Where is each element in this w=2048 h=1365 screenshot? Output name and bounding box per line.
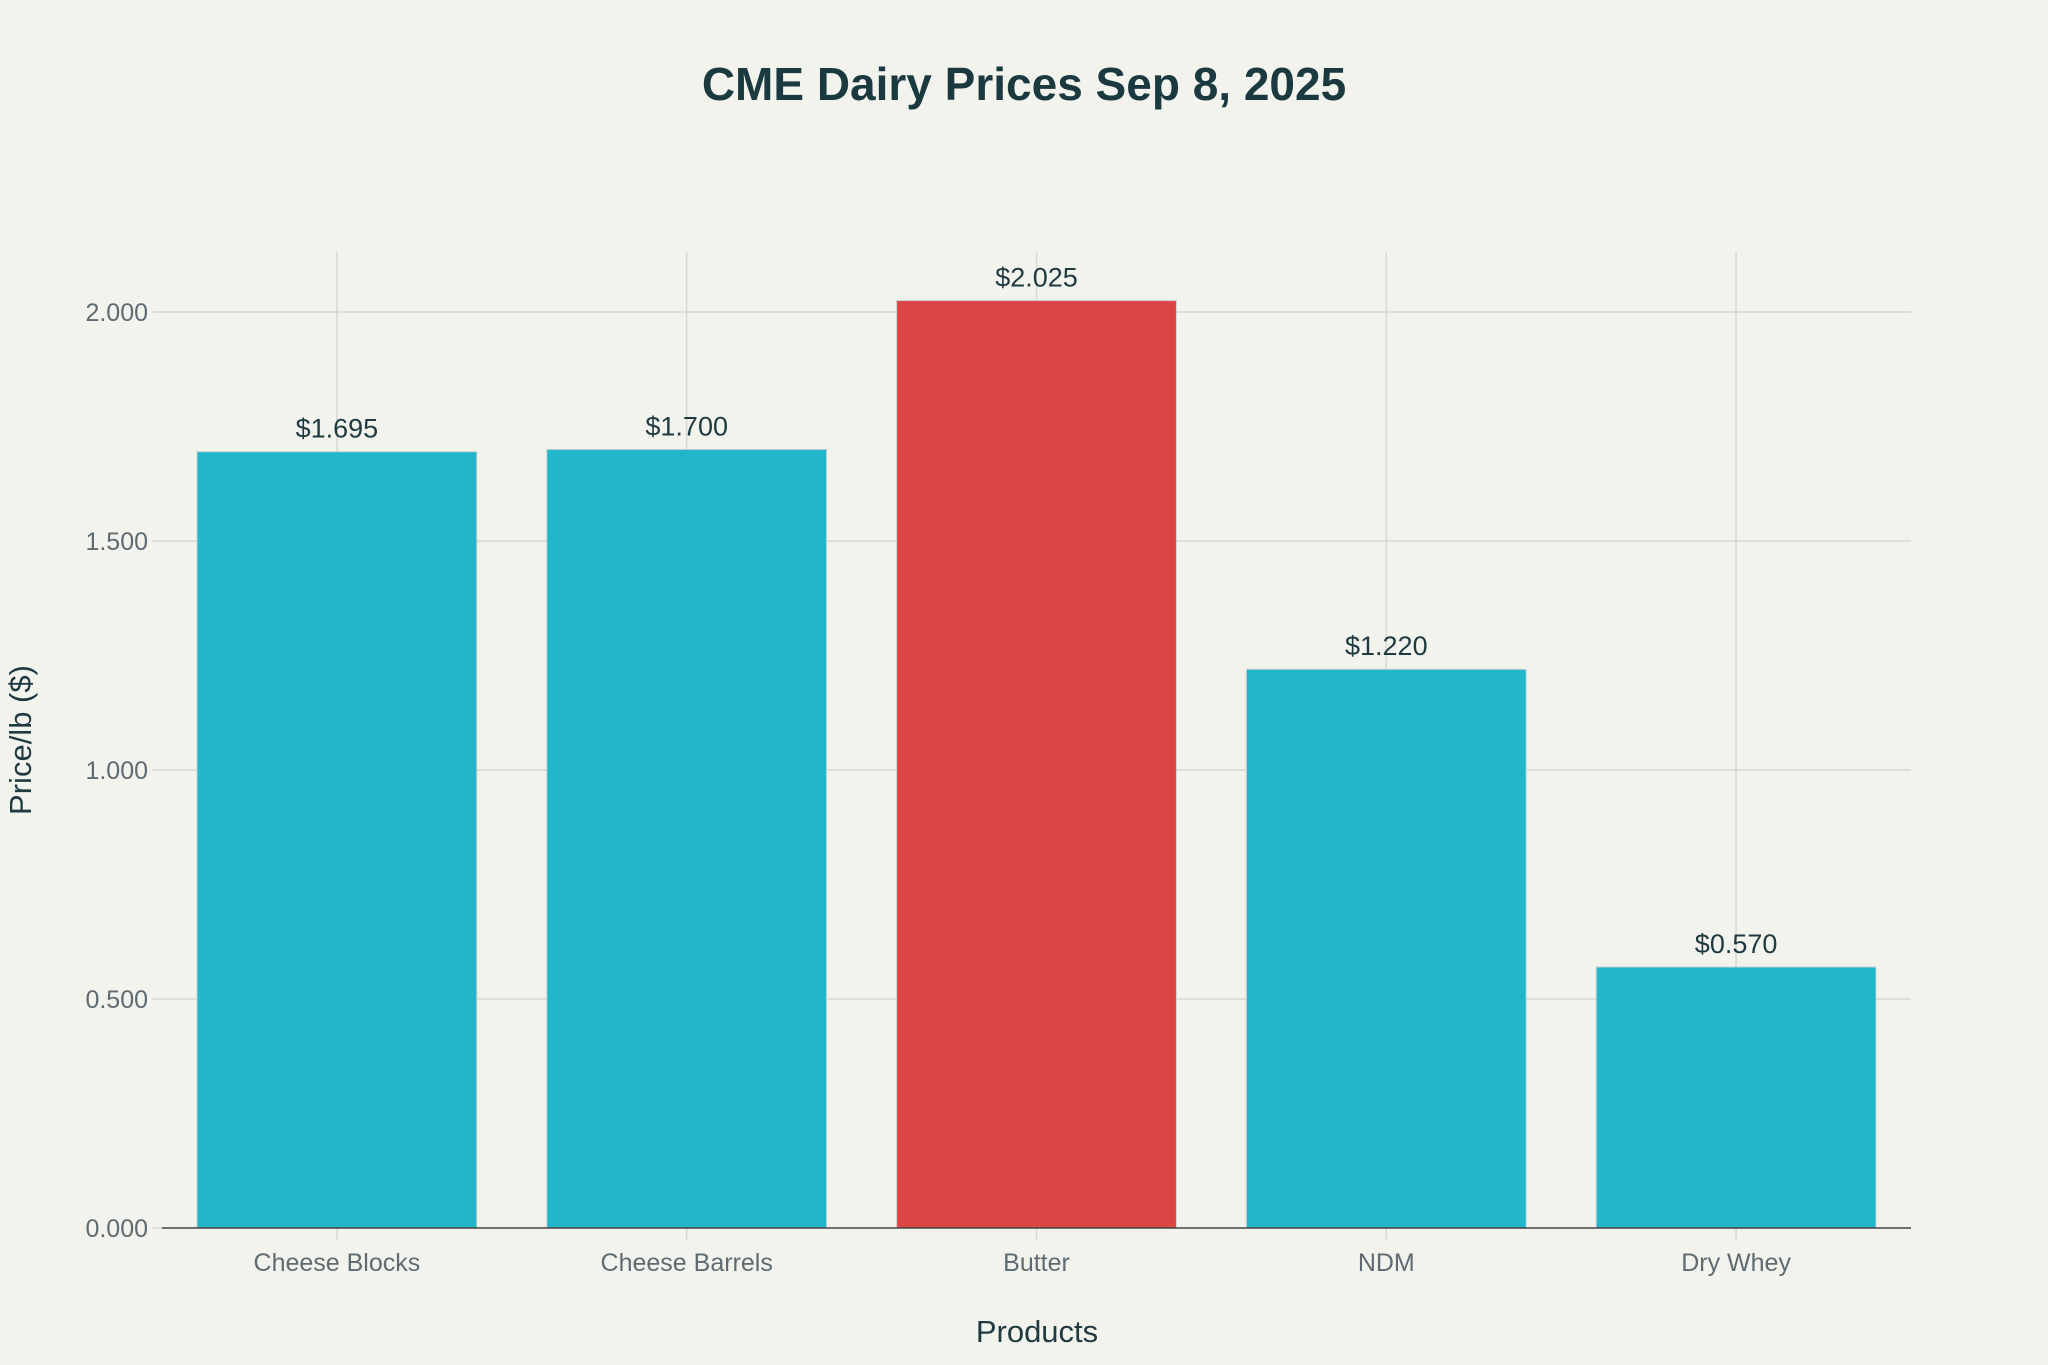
y-tick-label: 0.000 <box>85 1215 148 1243</box>
y-tick-label: 2.000 <box>85 299 148 327</box>
y-tick-label: 0.500 <box>85 986 148 1014</box>
bar-ndm <box>1245 668 1527 1229</box>
data-label: $1.695 <box>296 414 379 444</box>
x-tick-label: Cheese Blocks <box>254 1249 421 1277</box>
bar-cheese-blocks <box>196 451 478 1229</box>
bar-cheese-barrels <box>546 448 828 1229</box>
x-tick-label: NDM <box>1358 1249 1415 1277</box>
data-label: $0.570 <box>1695 929 1778 959</box>
data-label: $1.700 <box>645 411 728 441</box>
x-tick-label: Cheese Barrels <box>601 1249 773 1277</box>
chart-title: CME Dairy Prices Sep 8, 2025 <box>702 58 1346 110</box>
x-axis-title: Products <box>976 1314 1098 1349</box>
bar-dry-whey <box>1595 966 1877 1229</box>
x-tick-label: Butter <box>1003 1249 1070 1277</box>
y-tick-label: 1.000 <box>85 757 148 785</box>
y-axis-title: Price/lb ($) <box>3 665 38 815</box>
bar-butter <box>896 300 1177 1229</box>
x-tick-label: Dry Whey <box>1681 1249 1791 1277</box>
data-label: $2.025 <box>995 263 1078 293</box>
data-label: $1.220 <box>1345 631 1428 661</box>
y-tick-label: 1.500 <box>85 528 148 556</box>
